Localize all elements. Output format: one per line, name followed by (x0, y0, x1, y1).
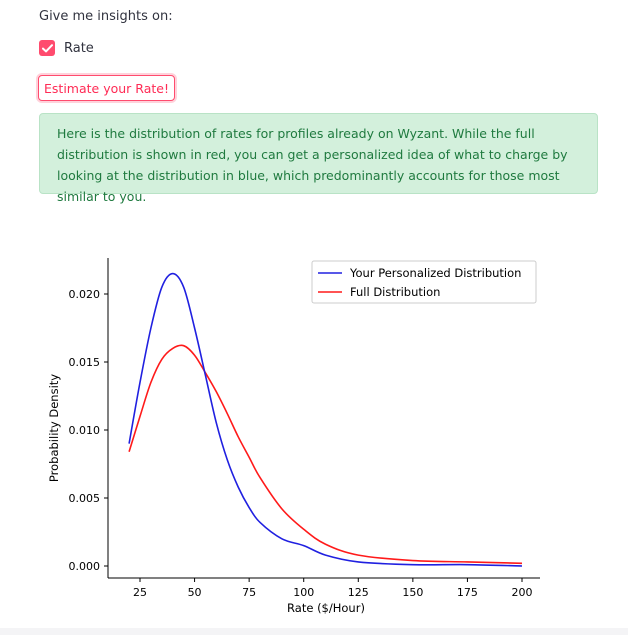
x-tick-label: 125 (348, 586, 369, 599)
checkmark-icon (41, 43, 53, 52)
x-tick-label: 100 (293, 586, 314, 599)
info-alert: Here is the distribution of rates for pr… (39, 113, 598, 204)
x-tick-label: 175 (457, 586, 478, 599)
x-tick-label: 50 (188, 586, 202, 599)
personalized-distribution-line (128, 272, 523, 567)
legend-label-full: Full Distribution (350, 285, 440, 299)
insights-prompt: Give me insights on: (39, 9, 173, 24)
y-tick-label: 0.015 (69, 356, 101, 369)
rate-distribution-chart: 25 50 75 100 125 150 175 200 0.000 0.005 0.010 0.01… (47, 258, 540, 615)
x-tick-label: 75 (242, 586, 256, 599)
info-alert-text: Here is the distribution of rates for pr… (57, 126, 568, 204)
estimate-rate-button[interactable]: Estimate your Rate! (38, 75, 175, 101)
rate-checkbox[interactable] (39, 40, 55, 56)
y-tick-label: 0.020 (69, 288, 101, 301)
x-tick-label: 150 (402, 586, 423, 599)
y-tick-label: 0.000 (69, 560, 101, 573)
y-tick-label: 0.005 (69, 492, 101, 505)
y-axis-label: Probability Density (47, 374, 61, 482)
bottom-scroll-area (0, 628, 628, 635)
legend-label-personalized: Your Personalized Distribution (349, 266, 521, 280)
chart-legend (311, 260, 537, 304)
y-tick-label: 0.010 (69, 424, 101, 437)
x-tick-label: 200 (512, 586, 533, 599)
rate-checkbox-row[interactable]: Rate (39, 40, 94, 56)
x-tick-label: 25 (133, 586, 147, 599)
x-axis-label: Rate ($/Hour) (287, 601, 365, 615)
full-distribution-line (128, 344, 523, 565)
rate-checkbox-label: Rate (64, 40, 94, 56)
